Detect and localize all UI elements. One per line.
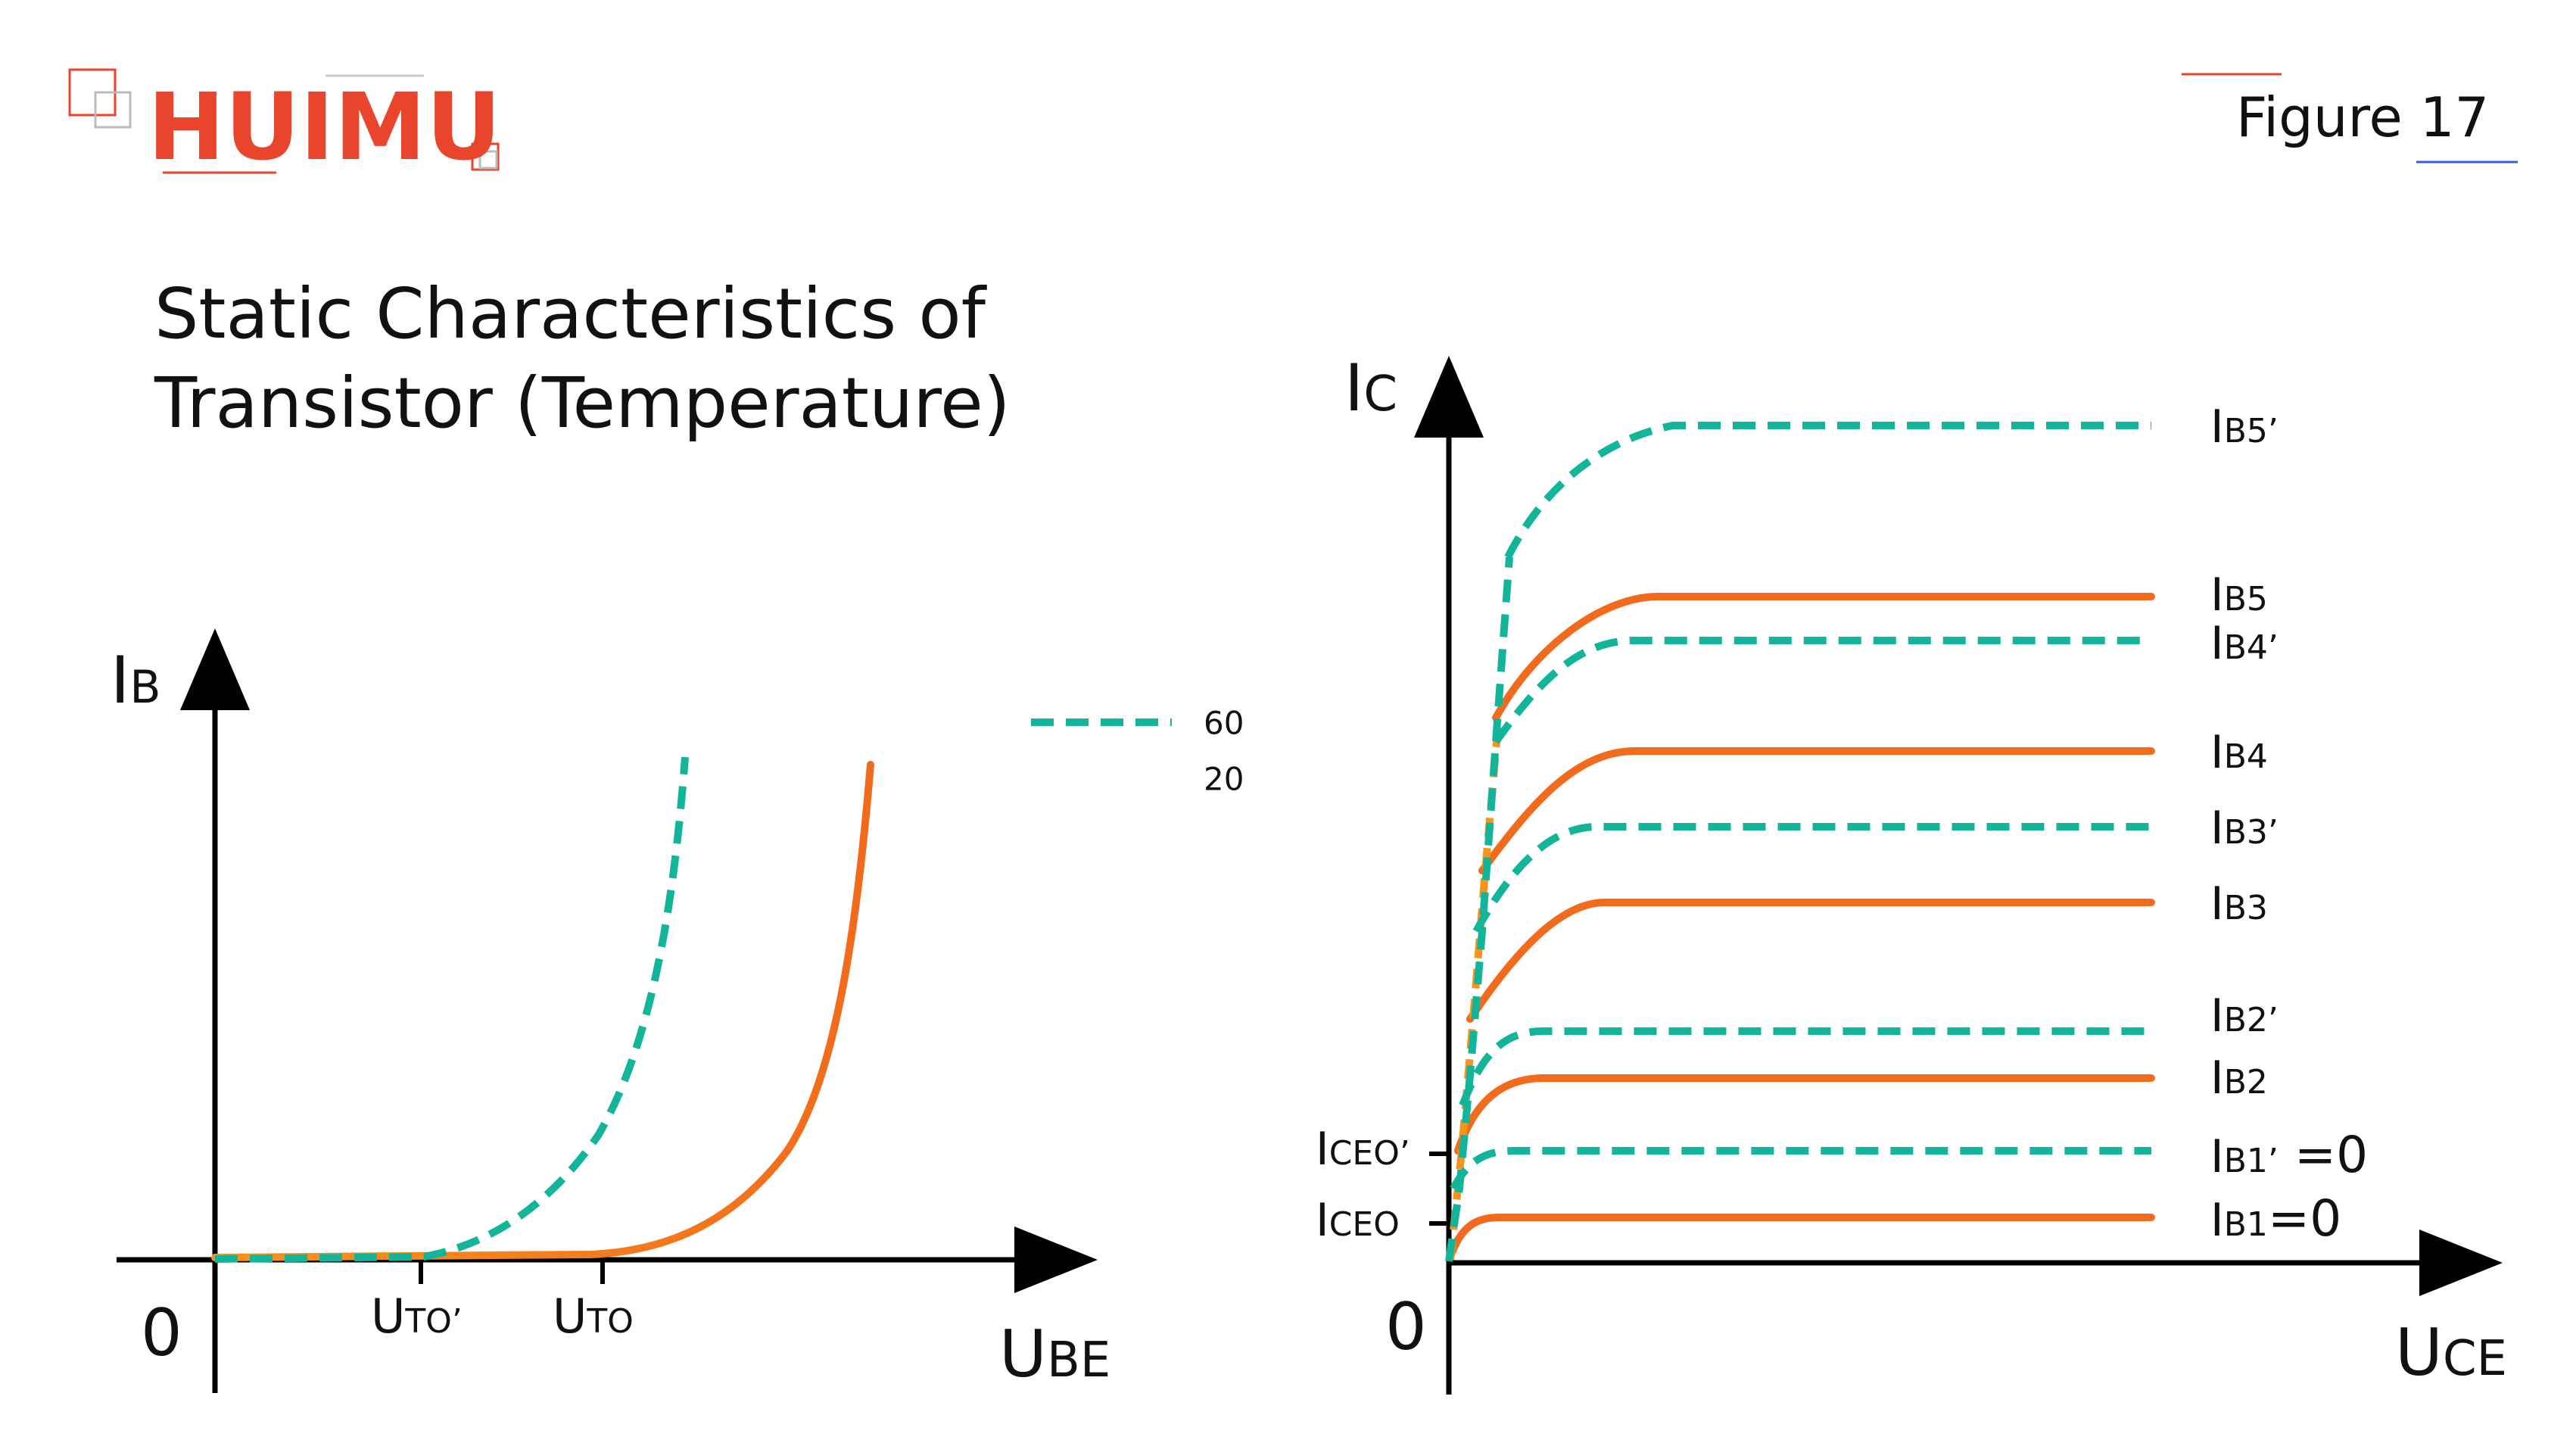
curve-label-ib4-prime: IB4’ bbox=[2210, 617, 2279, 670]
curve-label-ib5: IB5 bbox=[2210, 569, 2268, 622]
curve-ib5 bbox=[1492, 593, 2155, 722]
origin-label: 0 bbox=[1385, 1289, 1427, 1365]
x-tick-label-uto-prime: UTO’ bbox=[371, 1289, 463, 1344]
curve-ib-20 bbox=[211, 761, 874, 1261]
curve-ib2-prime bbox=[1459, 1027, 2151, 1107]
figure-label: Figure 17 bbox=[2236, 86, 2489, 149]
curve-ib2 bbox=[1454, 1074, 2155, 1155]
curve-ib4 bbox=[1478, 747, 2155, 874]
curve-label-ib1-prime: IB1’ =0 bbox=[2210, 1126, 2368, 1184]
legend-label-20: 20 bbox=[1204, 761, 1244, 798]
curve-ib1 bbox=[1447, 1214, 2155, 1261]
curve-ic-rise-60 bbox=[1445, 556, 1513, 1262]
input-characteristic-chart: IB UBE 0 UTO’ UTO bbox=[111, 628, 1110, 1393]
curve-label-ib2-prime: IB2’ bbox=[2210, 990, 2279, 1043]
logo-square-icon bbox=[478, 150, 498, 170]
curve-ib3-prime bbox=[1472, 823, 2151, 933]
logo-square-icon bbox=[471, 142, 500, 171]
chart-title-line-2: Transistor (Temperature) bbox=[154, 363, 1011, 444]
y-axis-arrow-icon bbox=[1414, 356, 1484, 438]
logo-text: HUIMU bbox=[148, 73, 501, 181]
curve-label-ib3-prime: IB3’ bbox=[2210, 802, 2279, 855]
y-axis-label-ib: IB bbox=[111, 643, 161, 718]
curve-ib3 bbox=[1466, 899, 2155, 1023]
legend-label-60: 60 bbox=[1204, 705, 1244, 742]
curve-label-ib5-prime: IB5’ bbox=[2210, 400, 2279, 453]
chart-title-line-1: Static Characteristics of bbox=[154, 273, 988, 354]
curve-label-ib1: IB1=0 bbox=[2210, 1189, 2341, 1248]
x-axis-arrow-icon bbox=[1014, 1226, 1098, 1293]
origin-label: 0 bbox=[141, 1295, 182, 1371]
y-axis-arrow-icon bbox=[180, 628, 250, 710]
x-axis-label-uce: UCE bbox=[2395, 1315, 2507, 1391]
curve-ib4-prime bbox=[1492, 637, 2151, 744]
y-tick-label-iceo-prime: ICEO’ bbox=[1316, 1123, 1410, 1176]
curve-ib1-prime bbox=[1450, 1147, 2151, 1191]
curve-ib-60 bbox=[214, 756, 689, 1263]
y-tick-label-iceo: ICEO bbox=[1316, 1194, 1400, 1247]
y-axis-label-ic: IC bbox=[1344, 351, 1397, 426]
curve-label-ib3: IB3 bbox=[2210, 877, 2268, 930]
x-tick-label-uto: UTO bbox=[553, 1289, 634, 1344]
x-axis-arrow-icon bbox=[2419, 1230, 2503, 1296]
output-characteristic-chart: IC UCE 0 ICEO’ ICEO IB5’ IB5 IB4’ IB4 IB… bbox=[1316, 351, 2507, 1395]
curve-ib5-prime bbox=[1504, 422, 2151, 559]
figure-label-group: Figure 17 bbox=[2182, 73, 2518, 164]
curve-label-ib4: IB4 bbox=[2210, 726, 2268, 779]
brand-logo: HUIMU bbox=[68, 68, 501, 181]
curve-label-ib2: IB2 bbox=[2210, 1052, 2268, 1105]
x-axis-label-ube: UBE bbox=[999, 1317, 1110, 1392]
legend: 60 20 bbox=[1027, 705, 1244, 798]
logo-square-icon bbox=[94, 91, 132, 129]
